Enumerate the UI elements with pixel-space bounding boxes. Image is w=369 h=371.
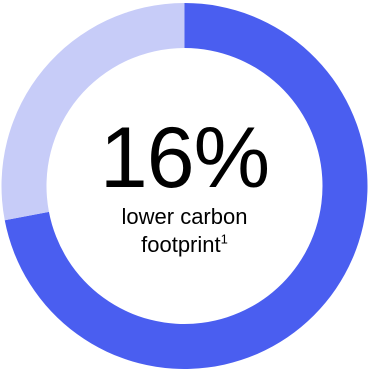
center-value: 16% [99,110,270,206]
center-caption: lower carbon footprint1 [0,203,369,259]
footnote-mark: 1 [220,231,228,247]
caption-line-2-text: footprint [141,232,221,257]
donut-slices [1,3,368,369]
donut-slice-2 [1,3,185,221]
caption-line-1: lower carbon [121,204,248,229]
caption-line-2: footprint1 [0,231,369,259]
